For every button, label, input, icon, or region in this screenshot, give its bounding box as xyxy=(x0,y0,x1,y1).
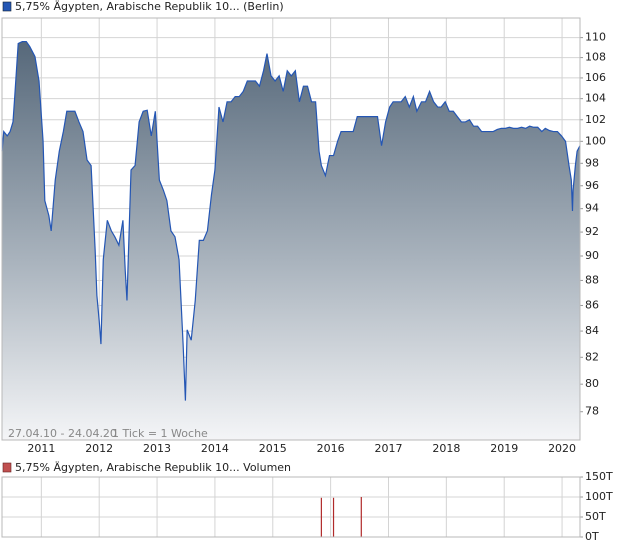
x-tick-label: 2015 xyxy=(259,442,287,455)
area-fill xyxy=(2,41,580,440)
x-tick-label: 2014 xyxy=(201,442,229,455)
x-tick-label: 2012 xyxy=(85,442,113,455)
y-tick-label: 90 xyxy=(585,249,599,262)
x-tick-label: 2020 xyxy=(548,442,576,455)
y-tick-label: 94 xyxy=(585,202,599,215)
x-tick-label: 2016 xyxy=(317,442,345,455)
price-panel xyxy=(1,17,583,441)
y-tick-label: 104 xyxy=(585,92,606,105)
legend-label: 5,75% Ägypten, Arabische Republik 10... … xyxy=(15,461,291,474)
x-tick-label: 2017 xyxy=(374,442,402,455)
tick-note: 1 Tick = 1 Woche xyxy=(112,427,208,440)
x-tick-label: 2011 xyxy=(27,442,55,455)
y-tick-label: 98 xyxy=(585,156,599,169)
x-tick-label: 2018 xyxy=(432,442,460,455)
y-tick-label: 150T xyxy=(585,470,613,483)
price-line xyxy=(1,40,581,401)
y-tick-label: 92 xyxy=(585,225,599,238)
y-tick-label: 0T xyxy=(585,530,599,543)
x-tick-label: 2019 xyxy=(490,442,518,455)
y-tick-label: 110 xyxy=(585,31,606,44)
plot-background xyxy=(2,477,580,537)
y-tick-label: 84 xyxy=(585,324,599,337)
plot-frame xyxy=(1,476,581,538)
y-tick-label: 96 xyxy=(585,179,599,192)
y-tick-label: 86 xyxy=(585,298,599,311)
volume-bar xyxy=(332,497,335,537)
x-tick-label: 2013 xyxy=(143,442,171,455)
y-tick-label: 102 xyxy=(585,113,606,126)
y-tick-label: 108 xyxy=(585,51,606,64)
y-tick-label: 100T xyxy=(585,490,613,503)
volume-bar xyxy=(360,497,362,537)
y-tick-label: 88 xyxy=(585,273,599,286)
y-tick-label: 82 xyxy=(585,350,599,363)
y-tick-label: 78 xyxy=(585,405,599,418)
y-tick-label: 50T xyxy=(585,510,606,523)
date-range: 27.04.10 - 24.04.20 xyxy=(8,427,117,440)
y-tick-label: 100 xyxy=(585,134,606,147)
volume-bar xyxy=(320,497,322,537)
y-tick-label: 80 xyxy=(585,377,599,390)
plot-frame xyxy=(1,17,581,441)
volume-panel xyxy=(1,476,583,538)
y-tick-label: 106 xyxy=(585,71,606,84)
legend-swatch xyxy=(2,462,12,473)
legend-label: 5,75% Ägypten, Arabische Republik 10... … xyxy=(15,0,284,13)
legend-swatch xyxy=(2,1,12,12)
